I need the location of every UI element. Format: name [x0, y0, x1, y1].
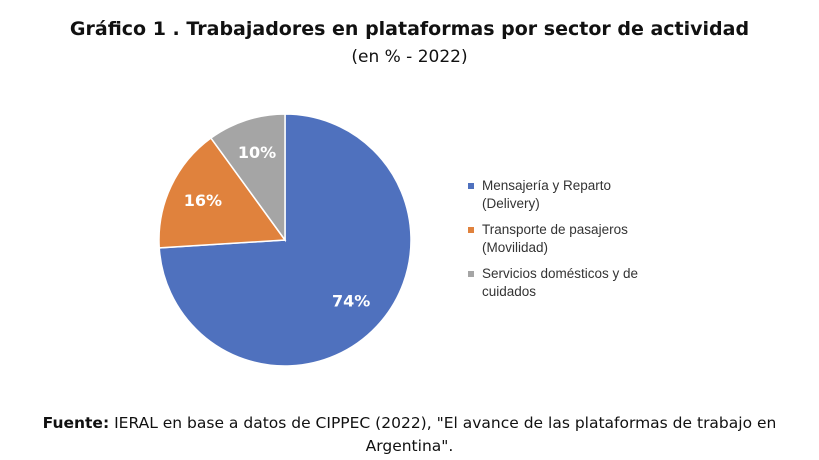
legend: Mensajería y Reparto (Delivery) Transport…: [468, 177, 668, 309]
legend-swatch: [468, 183, 474, 189]
legend-label: Transporte de pasajeros (Movilidad): [482, 222, 628, 255]
footer-label: Fuente:: [42, 414, 110, 432]
data-label: 16%: [184, 191, 222, 210]
pie-slice: [209, 113, 286, 243]
legend-item: Servicios domésticos y de cuidados: [468, 265, 668, 301]
footer-text: IERAL en base a datos de CIPPEC (2022), …: [114, 414, 777, 455]
chart-title: Gráfico 1 . Trabajadores en plataformas …: [69, 18, 750, 40]
legend-item: Transporte de pasajeros (Movilidad): [468, 221, 668, 257]
legend-label: Mensajería y Reparto (Delivery): [482, 178, 612, 211]
data-label: 10%: [238, 143, 276, 162]
chart-subtitle: (en % - 2022): [351, 47, 468, 67]
legend-item: Mensajería y Reparto (Delivery): [468, 177, 668, 213]
legend-label: Servicios domésticos y de cuidados: [482, 266, 639, 299]
footer: Fuente: IERAL en base a datos de CIPPEC …: [0, 412, 819, 458]
pie-chart: 74% 16% 10%: [158, 113, 412, 367]
data-label: 74%: [332, 292, 370, 311]
legend-swatch: [468, 271, 474, 277]
pie-slice: [158, 137, 287, 249]
legend-swatch: [468, 227, 474, 233]
